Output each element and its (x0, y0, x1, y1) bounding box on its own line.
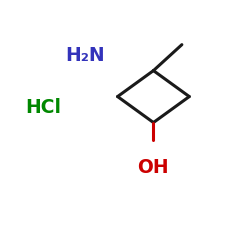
Text: HCl: HCl (26, 98, 62, 117)
Text: H₂N: H₂N (66, 46, 105, 65)
Text: OH: OH (138, 158, 169, 176)
